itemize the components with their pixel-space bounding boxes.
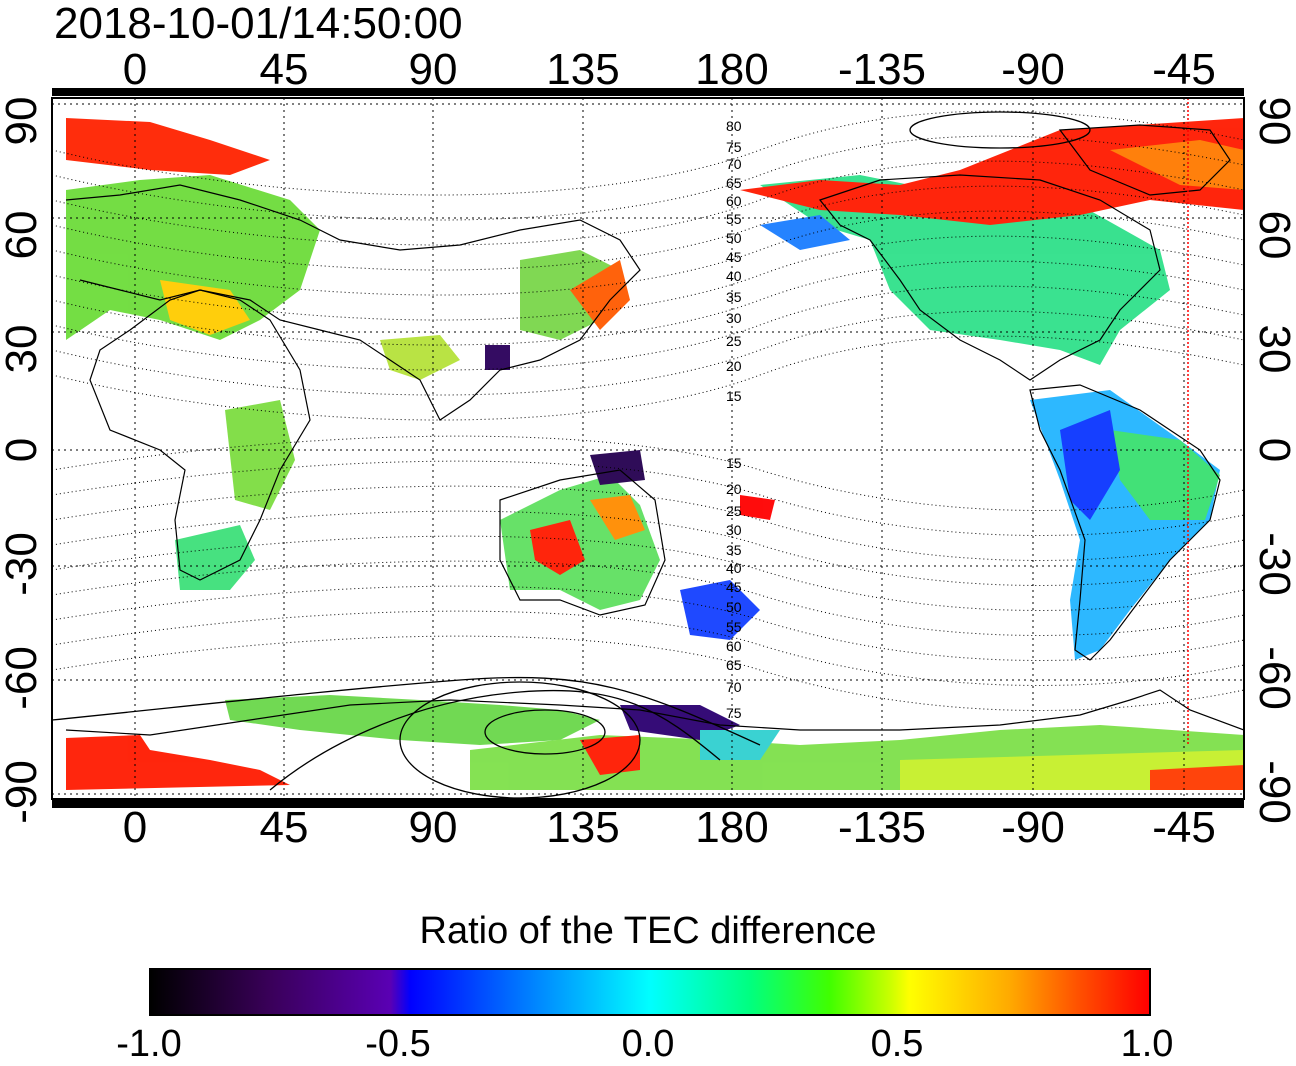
lon-label-bottom: -90: [1001, 803, 1065, 852]
data-patch-europe-north-red: [66, 118, 270, 175]
lon-label-bottom: 90: [408, 803, 458, 852]
mlat-label: 25: [726, 333, 742, 349]
mlat-label: 20: [726, 358, 742, 374]
data-patch-philippines-dark: [485, 345, 510, 370]
data-patch-antarctica-east-red: [1150, 765, 1244, 790]
data-patch-indonesia-dark: [590, 450, 645, 485]
mlat-labels-north: 80 75 70 65 60 55 50 45 40 35 30 25 20 1…: [726, 118, 742, 404]
mlat-label: 45: [726, 579, 742, 595]
lon-label-top: 90: [408, 45, 458, 94]
lon-label-top: -45: [1152, 45, 1216, 94]
mlat-label: 35: [726, 289, 742, 305]
mlat-label: 65: [726, 175, 742, 191]
data-patch-antarctica-west: [66, 735, 290, 790]
mlat-label: 75: [726, 139, 742, 155]
mlat-label: 70: [726, 156, 742, 172]
data-patch-antarctica-teal: [700, 730, 780, 760]
mlat-label: 55: [726, 211, 742, 227]
colorbar-tick-label: 1.0: [1120, 1023, 1174, 1065]
mlat-label: 55: [726, 619, 742, 635]
lon-label-top: -90: [1001, 45, 1065, 94]
page-title: 2018-10-01/14:50:00: [54, 0, 463, 48]
lon-label-bottom: 0: [122, 803, 148, 852]
mlat-label: 30: [726, 310, 742, 326]
mlat-label: 15: [726, 455, 742, 471]
colorbar: [149, 968, 1151, 1016]
lon-label-bottom: -45: [1152, 803, 1216, 852]
data-patch-new-zealand: [680, 580, 760, 640]
mlat-label: 35: [726, 542, 742, 558]
colorbar-title: Ratio of the TEC difference: [419, 910, 877, 952]
colorbar-tick-label: -0.5: [365, 1023, 431, 1065]
lon-label-top: 135: [546, 45, 620, 94]
lon-label-bottom: 135: [546, 803, 620, 852]
mlat-label: 65: [726, 657, 742, 673]
mlat-label: 60: [726, 193, 742, 209]
mlat-label: 45: [726, 249, 742, 265]
mlat-label: 40: [726, 560, 742, 576]
colorbar-tick-label: 0.5: [870, 1023, 924, 1065]
data-patch-south-america-green: [1110, 430, 1220, 520]
magnetic-latitude-contours: [52, 110, 1244, 711]
data-patch-africa-mid: [225, 400, 295, 510]
mlat-label: 70: [726, 679, 742, 695]
mlat-label: 40: [726, 268, 742, 284]
mlat-label: 30: [726, 522, 742, 538]
mlat-label: 80: [726, 118, 742, 134]
mlat-labels-south: 15 20 25 30 35 40 45 50 55 60 65 70 75: [726, 455, 742, 721]
data-patch-europe: [66, 175, 320, 340]
tec-data-layer: [66, 118, 1244, 790]
data-patch-europe-yellow: [160, 280, 250, 335]
data-patch-japan: [570, 260, 630, 330]
data-patch-australia-red: [530, 520, 585, 575]
lon-label-bottom: -135: [837, 803, 927, 852]
lon-label-top: -135: [837, 45, 927, 94]
colorbar-tick-label: -1.0: [116, 1023, 182, 1065]
data-patch-south-america-blue: [1060, 410, 1120, 520]
bottom-tick-bar: [52, 800, 1244, 808]
magnetic-pole-contours: [52, 111, 1091, 799]
lon-label-bottom: 180: [695, 803, 769, 852]
data-patch-pacific-red: [740, 495, 775, 520]
mlat-label: 75: [726, 705, 742, 721]
top-tick-bar: [52, 88, 1244, 96]
mlat-label: 50: [726, 230, 742, 246]
mlat-label: 25: [726, 503, 742, 519]
colorbar-tick-label: 0.0: [621, 1023, 675, 1065]
mlat-label: 20: [726, 481, 742, 497]
data-patch-arctic-red: [740, 118, 1244, 225]
mlat-label: 15: [726, 388, 742, 404]
map-frame: [51, 97, 1245, 800]
data-patch-antarctica-band: [225, 695, 600, 745]
data-patch-india: [380, 335, 460, 380]
data-patch-antarctica-red-ross: [580, 735, 640, 775]
lon-label-top: 45: [259, 45, 309, 94]
data-patch-australia-orange: [590, 495, 645, 540]
data-patch-australia: [500, 475, 660, 610]
data-patch-greenland-yellow: [1110, 140, 1244, 190]
mlat-label: 50: [726, 599, 742, 615]
lon-label-bottom: 45: [259, 803, 309, 852]
mlat-label: 60: [726, 638, 742, 654]
data-patch-africa-south: [175, 525, 255, 590]
lon-label-top: 180: [695, 45, 769, 94]
graticule: [52, 98, 1244, 799]
coastlines: [65, 124, 1244, 736]
data-patch-north-america: [760, 175, 1170, 365]
lon-label-top: 0: [122, 45, 148, 94]
data-patch-north-america-blue: [760, 215, 850, 250]
